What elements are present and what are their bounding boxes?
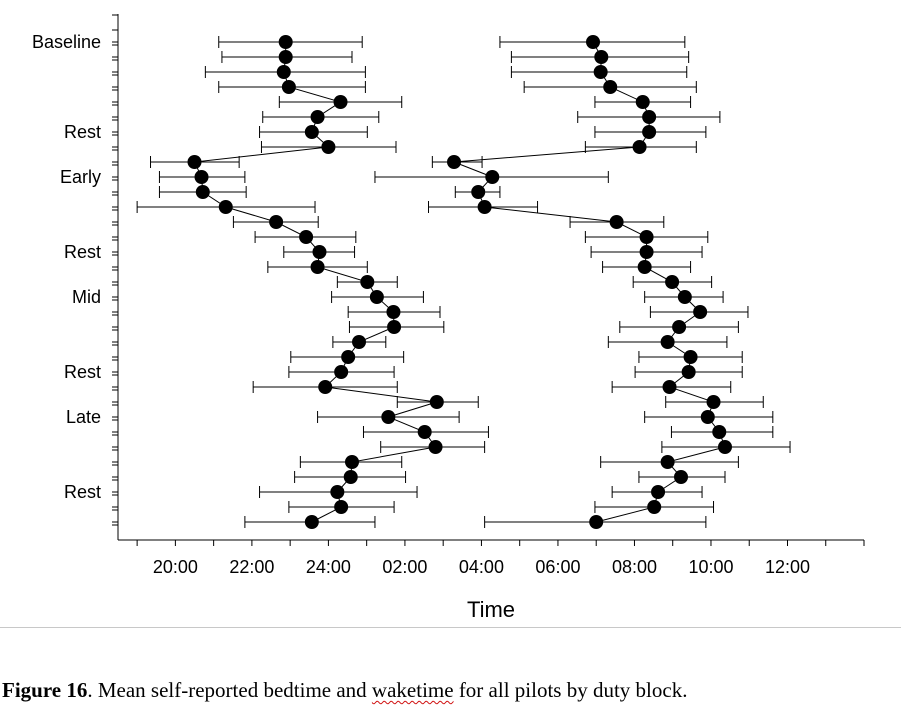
y-tick-label: Rest — [64, 362, 101, 382]
data-point — [269, 215, 284, 229]
y-tick-label: Early — [60, 167, 101, 187]
data-point — [428, 440, 443, 454]
data-point — [281, 80, 296, 94]
data-point — [341, 350, 356, 364]
data-point — [647, 500, 662, 514]
x-axis-label: Time — [467, 597, 515, 622]
data-point — [589, 515, 604, 529]
series-group — [136, 35, 791, 529]
data-point — [593, 65, 608, 79]
chart: 20:00 22:00 24:00 02:00 04:00 06:00 08:00 10:00… — [32, 14, 865, 622]
data-point — [330, 485, 345, 499]
data-point — [195, 185, 210, 199]
data-point — [639, 230, 654, 244]
y-tick-label: Baseline — [32, 32, 101, 52]
data-point — [321, 140, 336, 154]
data-point — [312, 245, 327, 259]
data-point — [642, 125, 657, 139]
data-point — [276, 65, 291, 79]
data-point — [381, 410, 396, 424]
data-point — [609, 215, 624, 229]
data-point — [718, 440, 733, 454]
y-tick-label: Mid — [72, 287, 101, 307]
data-point — [635, 95, 650, 109]
data-point — [471, 185, 486, 199]
data-point — [318, 380, 333, 394]
data-point — [194, 170, 209, 184]
data-point — [665, 275, 680, 289]
data-point — [683, 350, 698, 364]
y-tick-label: Rest — [64, 482, 101, 502]
data-point — [639, 245, 654, 259]
data-point — [586, 35, 601, 49]
data-point — [310, 110, 325, 124]
data-point — [187, 155, 202, 169]
x-tick-label: 24:00 — [306, 557, 351, 577]
data-point — [304, 125, 319, 139]
data-point — [278, 50, 293, 64]
data-point — [387, 320, 402, 334]
data-point — [386, 305, 401, 319]
caption-flagged-word: waketime — [371, 678, 454, 702]
data-point — [447, 155, 462, 169]
y-tick-label: Late — [66, 407, 101, 427]
data-point — [660, 335, 675, 349]
data-point — [345, 455, 360, 469]
data-point — [369, 290, 384, 304]
series-waketime — [374, 35, 791, 529]
data-point — [299, 230, 314, 244]
x-tick-label: 02:00 — [382, 557, 427, 577]
data-point — [333, 95, 348, 109]
data-point — [651, 485, 666, 499]
data-point — [334, 365, 349, 379]
data-point — [485, 170, 500, 184]
divider — [0, 627, 901, 628]
data-point — [603, 80, 618, 94]
x-tick-label: 06:00 — [535, 557, 580, 577]
data-point — [660, 455, 675, 469]
data-point — [642, 110, 657, 124]
data-point — [594, 50, 609, 64]
caption-text-after: for all pilots by duty block. — [453, 678, 688, 702]
data-point — [218, 200, 233, 214]
x-tick-label: 20:00 — [153, 557, 198, 577]
caption-label: Figure 16 — [2, 678, 88, 702]
series-bedtime — [136, 35, 489, 529]
data-point — [677, 290, 692, 304]
y-tick-label: Rest — [64, 122, 101, 142]
data-point — [672, 320, 687, 334]
data-point — [343, 470, 358, 484]
data-point — [304, 515, 319, 529]
data-point — [278, 35, 293, 49]
x-tick-label: 10:00 — [688, 557, 733, 577]
data-point — [693, 305, 708, 319]
x-tick-label: 08:00 — [612, 557, 657, 577]
x-tick-label: 12:00 — [765, 557, 810, 577]
caption-text-before: . Mean self-reported bedtime and — [87, 678, 372, 702]
data-point — [681, 365, 696, 379]
data-point — [700, 410, 715, 424]
axes: 20:00 22:00 24:00 02:00 04:00 06:00 08:00 10:00… — [32, 14, 865, 577]
data-point — [334, 500, 349, 514]
data-point — [706, 395, 721, 409]
data-point — [662, 380, 677, 394]
y-tick-label: Rest — [64, 242, 101, 262]
data-point — [352, 335, 367, 349]
x-tick-label: 04:00 — [459, 557, 504, 577]
data-point — [637, 260, 652, 274]
figure-caption: Figure 16. Mean self-reported bedtime an… — [2, 678, 687, 703]
data-point — [417, 425, 432, 439]
x-tick-label: 22:00 — [229, 557, 274, 577]
data-point — [712, 425, 727, 439]
data-point — [310, 260, 325, 274]
data-point — [360, 275, 375, 289]
data-point — [674, 470, 689, 484]
data-point — [632, 140, 647, 154]
data-point — [429, 395, 444, 409]
data-point — [477, 200, 492, 214]
